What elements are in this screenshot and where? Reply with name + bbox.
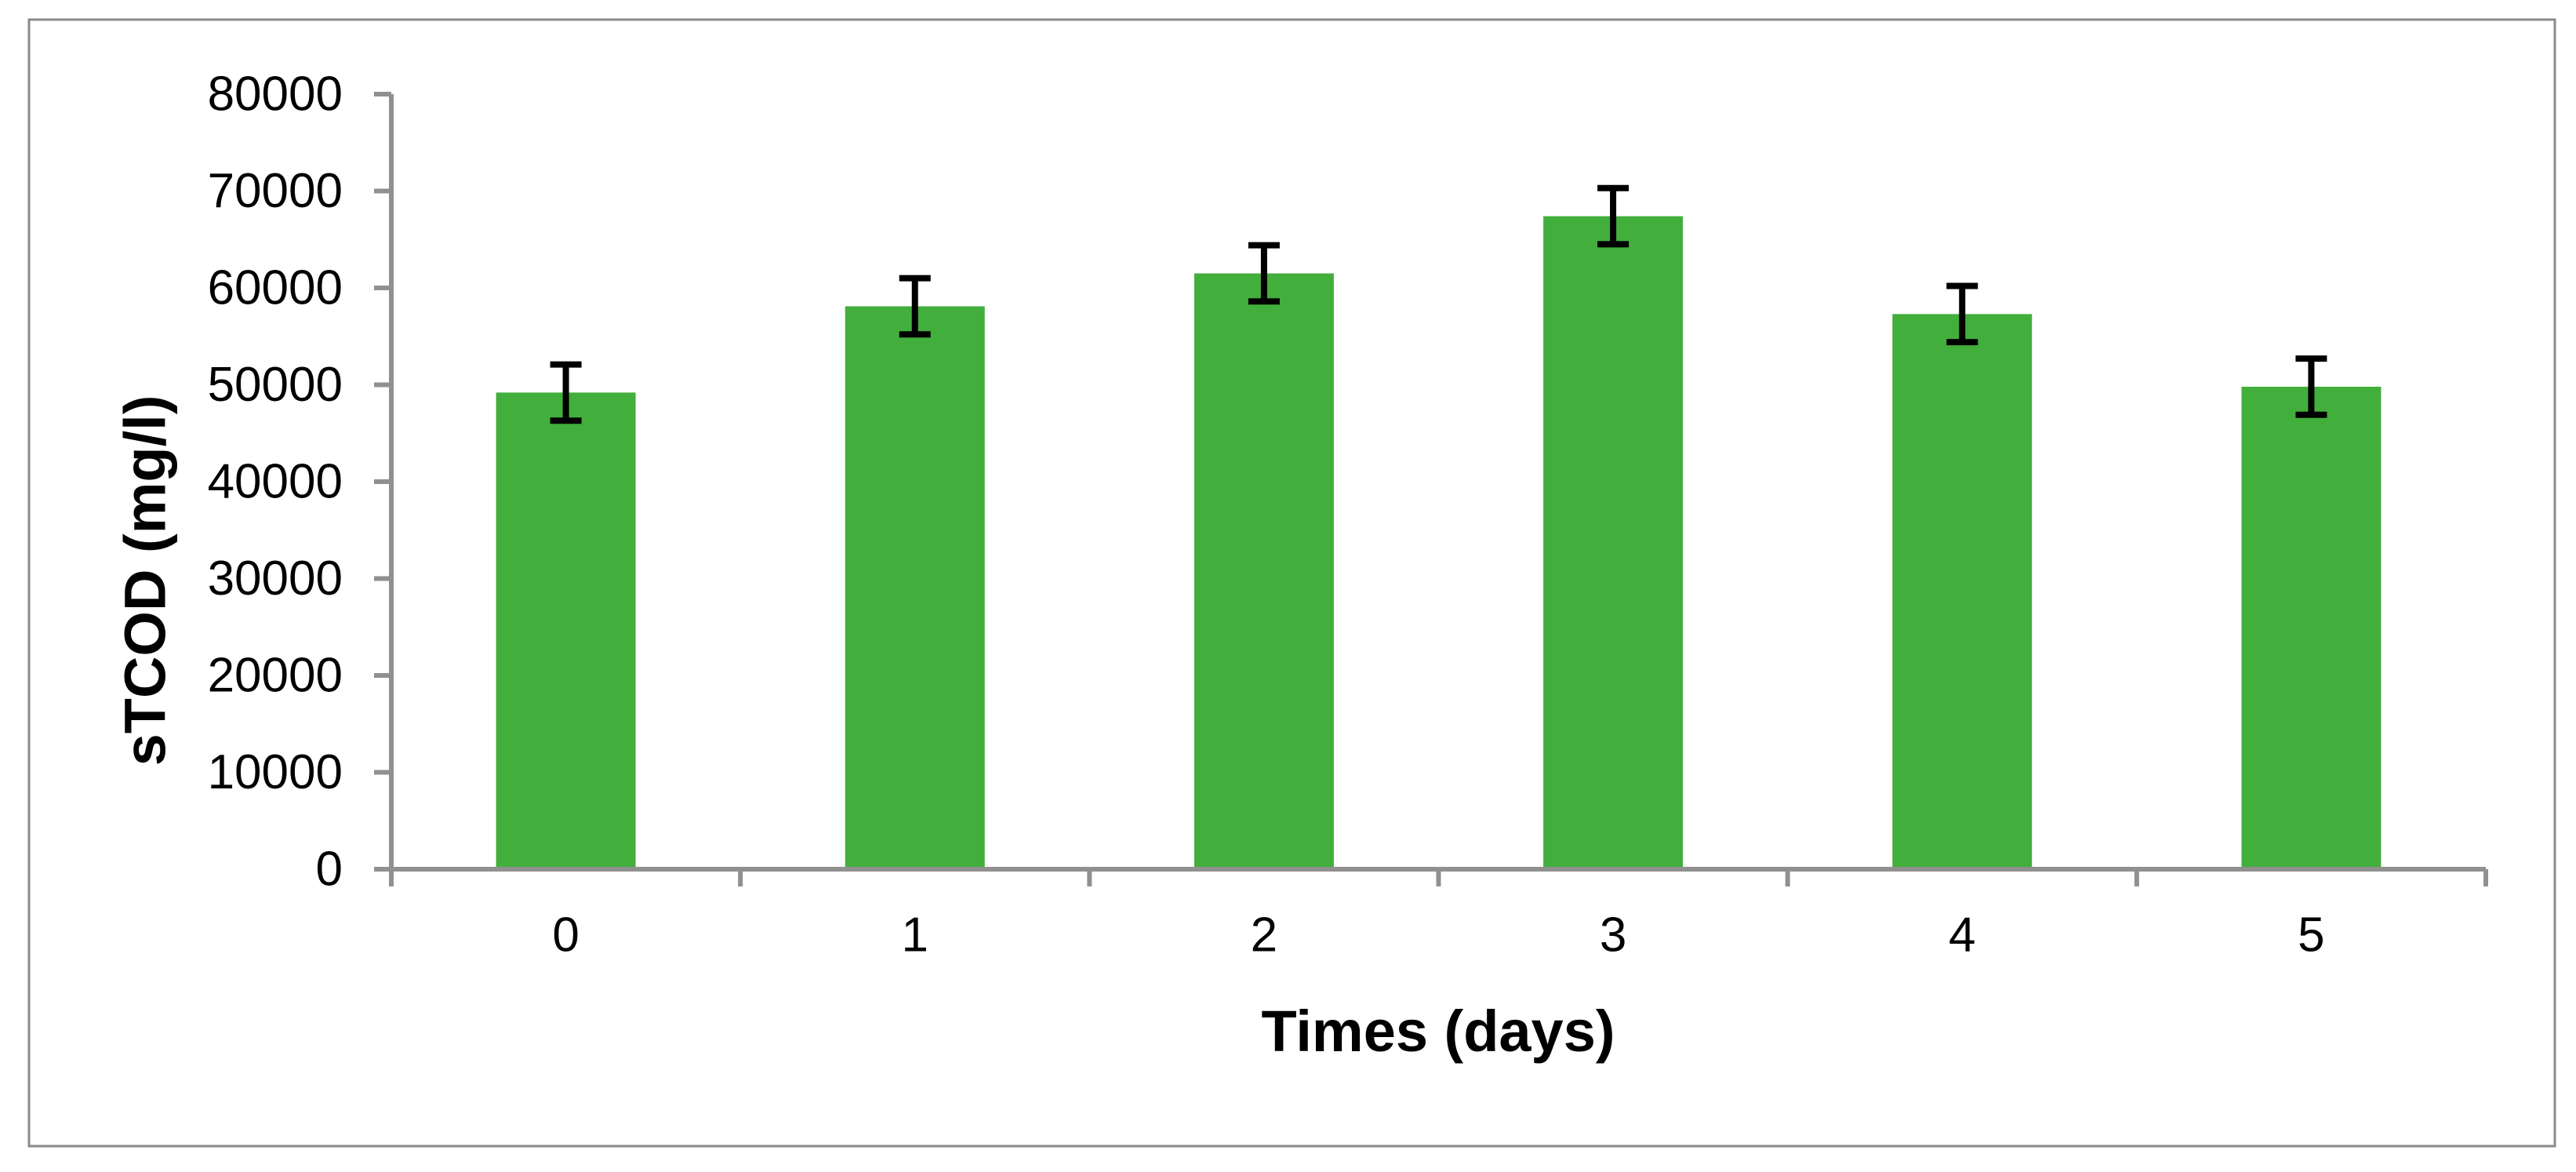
x-tick-label: 5 bbox=[2298, 908, 2324, 963]
y-axis-title: sTCOD (mg/l) bbox=[113, 395, 178, 766]
y-tick-label: 20000 bbox=[208, 649, 343, 703]
y-tick-label: 60000 bbox=[208, 261, 343, 315]
x-tick-label: 0 bbox=[552, 908, 579, 963]
x-tick-label: 3 bbox=[1600, 908, 1626, 963]
error-bars bbox=[550, 184, 2327, 424]
y-tick-label: 10000 bbox=[208, 745, 343, 799]
bar-day-4 bbox=[1892, 314, 2033, 870]
bar-day-3 bbox=[1543, 216, 1684, 869]
chart-border bbox=[27, 18, 2556, 1148]
x-axis-ticks bbox=[389, 869, 2488, 886]
bar-day-1 bbox=[845, 306, 985, 870]
y-tick-label: 30000 bbox=[208, 551, 343, 606]
x-axis-labels: 0 1 2 3 4 5 bbox=[552, 908, 2324, 963]
x-tick-label: 1 bbox=[902, 908, 928, 963]
bar-series bbox=[496, 216, 2382, 870]
bar-day-2 bbox=[1194, 273, 1334, 870]
y-axis-ticks: 0 10000 20000 30000 40000 50000 60000 70000 8000… bbox=[208, 67, 391, 897]
x-tick-label: 4 bbox=[1949, 908, 1975, 963]
x-tick-label: 2 bbox=[1251, 908, 1277, 963]
y-tick-label: 0 bbox=[316, 843, 343, 897]
bar-day-5 bbox=[2241, 386, 2382, 870]
x-axis-title: Times (days) bbox=[1261, 999, 1615, 1064]
y-tick-label: 70000 bbox=[208, 164, 343, 218]
y-tick-label: 40000 bbox=[208, 455, 343, 509]
y-tick-label: 50000 bbox=[208, 358, 343, 412]
bar-day-0 bbox=[496, 392, 636, 869]
y-tick-label: 80000 bbox=[208, 67, 343, 122]
